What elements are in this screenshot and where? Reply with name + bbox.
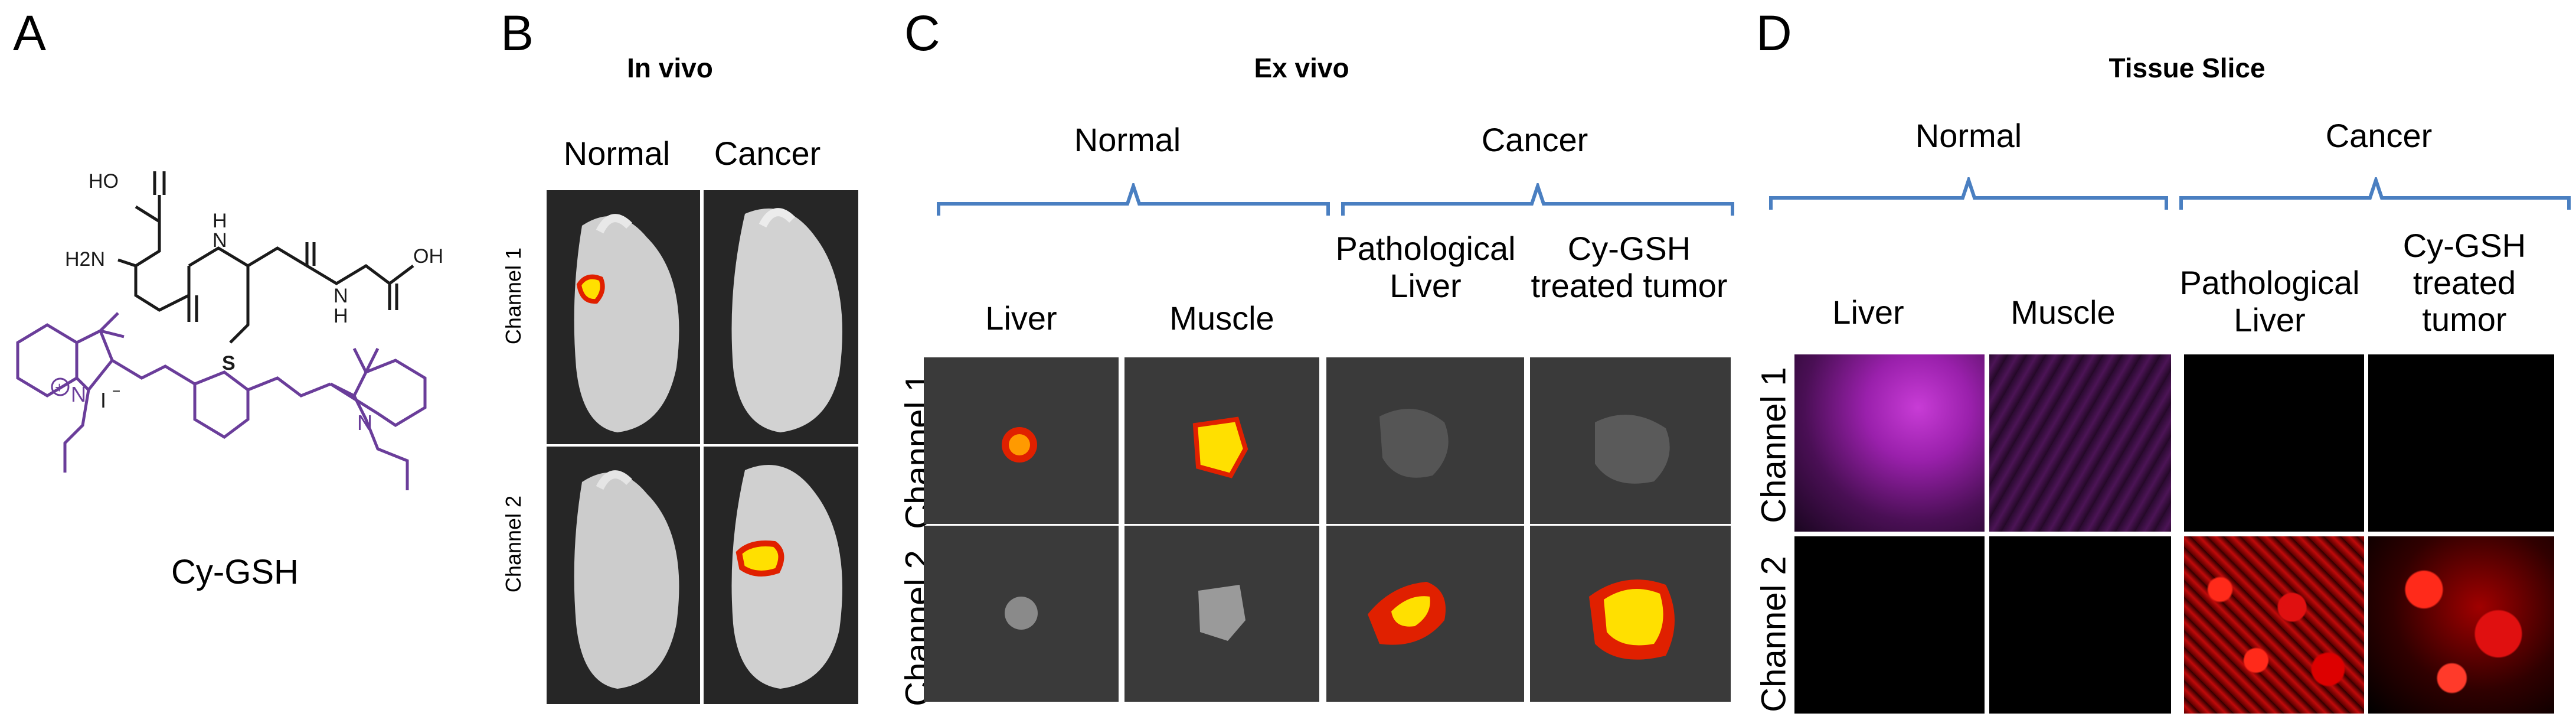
d-muscle-ch2-image	[1989, 536, 2171, 714]
panel-c-group-cancer: Cancer	[1481, 121, 1588, 158]
c-cy-gsh-tumor-ch2-image	[1530, 526, 1731, 702]
chem-oh-right: OH	[413, 245, 443, 268]
chem-h2: H	[334, 305, 348, 327]
panel-d-col-cy-gsh-tumor: Cy-GSH treated tumor	[2402, 227, 2526, 338]
panel-d-group-normal: Normal	[1915, 117, 2022, 154]
panel-c-letter: C	[904, 5, 940, 61]
compound-label: Cy-GSH	[171, 553, 299, 591]
panel-d-col-pathological-liver: Pathological Liver	[2179, 264, 2360, 338]
d-pathological-liver-ch1-image	[2184, 354, 2364, 532]
panel-c-title: Ex vivo	[1254, 53, 1349, 83]
panel-b-title: In vivo	[627, 53, 713, 83]
panel-d-group-cancer: Cancer	[2325, 117, 2433, 154]
panel-c-col-muscle: Muscle	[1169, 299, 1274, 337]
panel-d-brace-normal	[1769, 177, 2168, 210]
panel-b-row-channel-2: Channel 2	[501, 495, 525, 593]
chem-n-right: N	[357, 411, 372, 435]
c-liver-ch1-image	[924, 357, 1119, 524]
c-pathological-liver-ch2-image	[1326, 526, 1524, 702]
b-cancer-ch2-image	[704, 447, 858, 704]
d-liver-ch1-image	[1794, 354, 1985, 532]
c-muscle-ch1-image	[1124, 357, 1319, 524]
panel-b-row-channel-1: Channel 1	[501, 247, 525, 345]
svg-text:+: +	[55, 379, 64, 396]
d-pathological-liver-ch2-image	[2184, 536, 2364, 714]
chem-iodide: I	[100, 388, 106, 412]
svg-text:−: −	[112, 383, 120, 399]
panel-a-letter: A	[13, 5, 47, 61]
chem-n-left: N	[71, 382, 86, 406]
chem-ho-left: HO	[89, 170, 119, 193]
panel-d-row-channel-2: Channel 2	[1754, 556, 1793, 712]
panel-c-col-liver: Liver	[985, 299, 1057, 337]
chem-n1: N	[213, 229, 227, 252]
cy-gsh-structure: HO H2N N H N H OH S N N + I −	[16, 170, 443, 490]
b-normal-ch1-image	[547, 190, 700, 444]
c-muscle-ch2-image	[1124, 526, 1319, 702]
panel-d-letter: D	[1756, 5, 1792, 61]
d-cy-gsh-tumor-ch2-image	[2368, 536, 2554, 714]
d-muscle-ch1-image	[1989, 354, 2171, 532]
panel-d-col-liver: Liver	[1832, 294, 1904, 331]
panel-c-col-cy-gsh-tumor: Cy-GSH treated tumor	[1531, 230, 1728, 304]
panel-b-letter: B	[501, 5, 534, 61]
panel-b-col-cancer: Cancer	[714, 135, 821, 172]
panel-d-title: Tissue Slice	[2108, 53, 2266, 83]
c-pathological-liver-ch1-image	[1326, 357, 1524, 524]
chem-n2: N	[334, 285, 348, 307]
c-cy-gsh-tumor-ch1-image	[1530, 357, 1731, 524]
panel-d-row-channel-1: Channel 1	[1754, 367, 1793, 523]
panel-b-col-normal: Normal	[563, 135, 671, 172]
d-liver-ch2-image	[1794, 536, 1985, 714]
panel-c-group-normal: Normal	[1074, 121, 1181, 158]
c-liver-ch2-image	[924, 526, 1119, 702]
chem-h1: H	[213, 210, 227, 232]
b-cancer-ch1-image	[704, 190, 858, 444]
panel-c-brace-normal	[937, 183, 1330, 216]
panel-d-brace-cancer	[2179, 177, 2571, 210]
panel-c-brace-cancer	[1341, 183, 1734, 216]
d-cy-gsh-tumor-ch1-image	[2368, 354, 2554, 532]
chem-h2n: H2N	[65, 248, 105, 271]
chem-s: S	[222, 352, 236, 374]
panel-d-col-muscle: Muscle	[2011, 294, 2116, 331]
panel-c-col-pathological-liver: Pathological Liver	[1335, 230, 1516, 304]
b-normal-ch2-image	[547, 447, 700, 704]
